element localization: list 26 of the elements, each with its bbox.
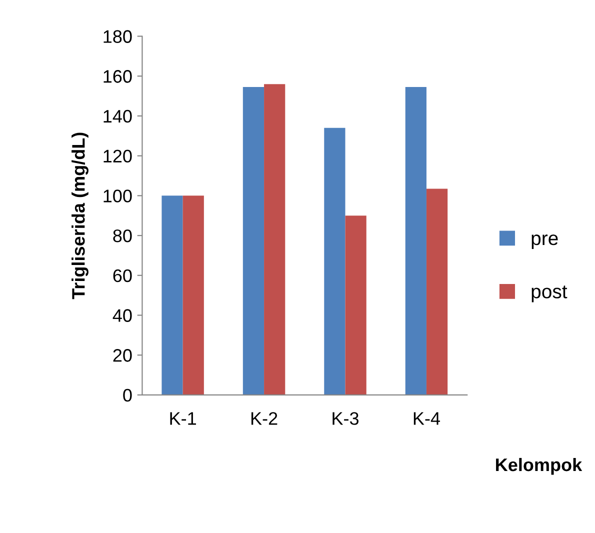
bar [405,87,426,395]
y-tick-label: 80 [113,229,132,242]
bar [242,87,264,395]
x-tick-label: K-2 [251,412,278,425]
x-tick-label: K-3 [332,412,359,425]
bar [426,188,448,395]
y-tick-label: 160 [104,70,132,83]
x-tick-label: K-4 [414,412,440,425]
bar [345,216,366,395]
legend-label: pre [532,234,558,249]
x-axis-title: Kelompok [496,458,582,475]
bar [162,196,183,395]
legend-label: post [532,286,568,302]
y-axis-title: Trigliserida (mg/dL) [72,132,88,300]
y-tick-label: 20 [113,349,132,362]
y-tick-label: 140 [104,110,132,123]
y-tick-label: 120 [104,150,132,163]
x-tick-label: K-1 [170,412,196,425]
bar [264,84,286,395]
bar [324,128,346,395]
y-tick-label: 40 [112,309,132,322]
y-tick-label: 60 [113,269,132,282]
bar [182,196,204,395]
y-tick-label: 180 [104,30,132,43]
y-tick-label: 0 [123,388,132,402]
y-tick-label: 100 [104,190,132,202]
